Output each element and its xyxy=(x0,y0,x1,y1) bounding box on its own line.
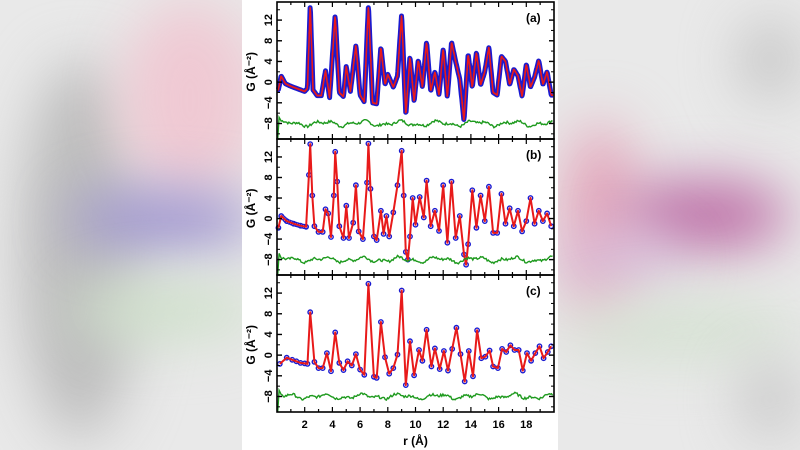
panel-a: −8 −4 0 4 8 12 G (Å⁻²) (a) xyxy=(243,1,556,140)
data-markers xyxy=(275,5,556,122)
bg-blob-grey-right-top xyxy=(740,20,800,100)
y-axis-title: G (Å⁻²) xyxy=(243,52,258,92)
fit-line xyxy=(277,7,554,121)
bg-blob-lavender-right xyxy=(560,240,680,280)
bg-blob-green-right xyxy=(560,300,800,360)
fit-line xyxy=(279,282,553,387)
y-tick-label: 4 xyxy=(263,331,275,338)
y-tick-label: 0 xyxy=(263,79,275,85)
bg-blob-blue-left xyxy=(70,190,260,250)
pdf-figure: −8 −4 0 4 8 12 G (Å⁻²) (a) −8 −4 0 4 8 12 G (Å⁻²) (b) −8… xyxy=(242,0,558,450)
y-tick-label: 0 xyxy=(263,352,275,358)
y-tick-label: −8 xyxy=(263,390,275,403)
y-tick-label: 8 xyxy=(263,174,275,180)
bg-blob-grey-right-bottom xyxy=(740,360,800,440)
panel-label: (b) xyxy=(526,148,541,162)
x-tick-label: 18 xyxy=(520,419,532,431)
data-band xyxy=(275,5,556,122)
y-axis-title: G (Å⁻²) xyxy=(243,188,258,228)
difference-curve xyxy=(277,253,553,276)
difference-curve xyxy=(277,387,554,413)
x-tick-label: 4 xyxy=(329,419,336,431)
y-tick-label: 0 xyxy=(263,215,275,221)
x-tick-label: 14 xyxy=(465,419,478,431)
y-tick-label: 4 xyxy=(263,194,275,201)
y-axis-title: G (Å⁻²) xyxy=(243,325,258,365)
panel-c: −8 −4 0 4 8 12 G (Å⁻²) (c) xyxy=(243,274,555,413)
bg-blob-grey-left xyxy=(20,60,140,440)
plot-frame xyxy=(276,138,555,276)
bg-blob-pink-left xyxy=(120,0,260,200)
y-tick-label: −4 xyxy=(263,96,275,109)
y-tick-label: 8 xyxy=(263,38,275,44)
panel-label: (c) xyxy=(526,284,541,298)
x-tick-label: 6 xyxy=(357,419,363,431)
y-tick-label: 4 xyxy=(263,58,275,65)
y-tick-label: 8 xyxy=(263,311,275,317)
x-tick-label: 12 xyxy=(437,419,449,431)
panel-label: (a) xyxy=(526,11,541,25)
panel-b: −8 −4 0 4 8 12 G (Å⁻²) (b) xyxy=(243,138,555,276)
y-tick-label: −8 xyxy=(263,117,275,130)
x-tick-label: 10 xyxy=(409,419,421,431)
data-markers xyxy=(275,140,555,268)
bg-blob-green-left xyxy=(70,280,260,340)
y-tick-label: −8 xyxy=(263,253,275,266)
y-tick-label: 12 xyxy=(263,151,275,163)
y-tick-label: −4 xyxy=(263,369,275,382)
bg-blob-magenta-right xyxy=(620,180,790,250)
difference-curve xyxy=(277,114,553,140)
x-tick-label: 8 xyxy=(385,419,391,431)
x-tick-label: 16 xyxy=(492,419,504,431)
y-tick-label: −4 xyxy=(263,232,275,245)
y-tick-label: 12 xyxy=(263,14,275,26)
fit-line xyxy=(277,142,553,266)
x-tick-label: 2 xyxy=(302,419,308,431)
y-tick-label: 12 xyxy=(263,287,275,299)
x-axis-title: r (Å) xyxy=(403,433,428,448)
